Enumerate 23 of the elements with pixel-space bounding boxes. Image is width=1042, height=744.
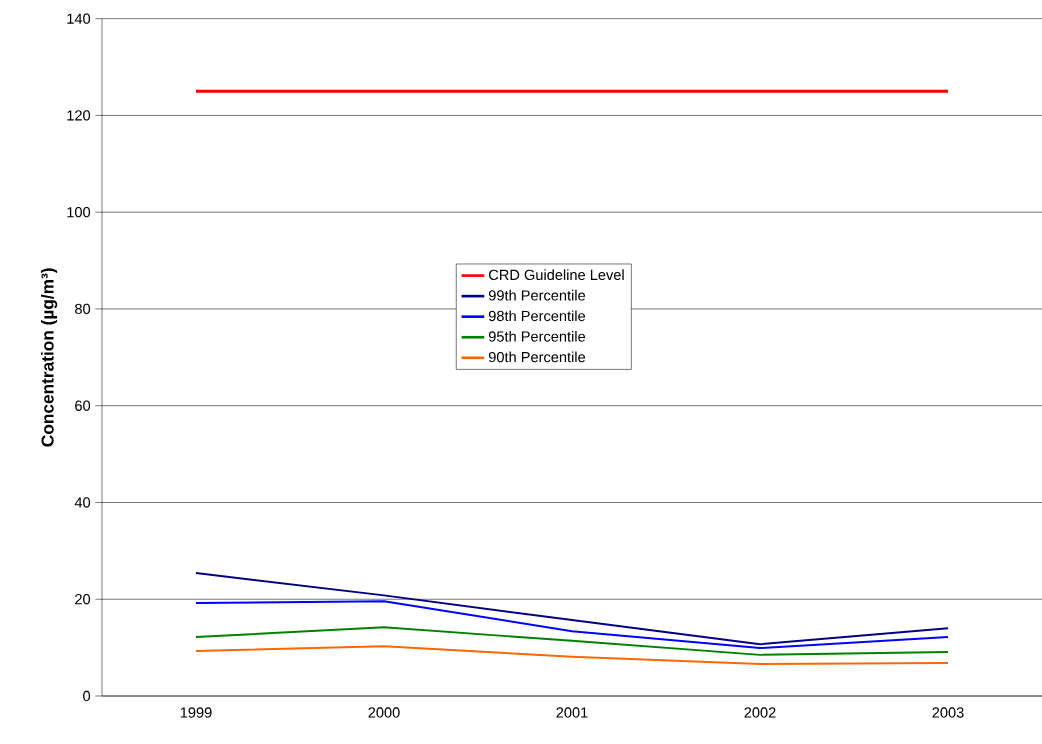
y-tick-label: 20 — [75, 594, 91, 605]
y-axis-title: Concentration (µg/m³) — [40, 268, 58, 447]
line-series — [195, 572, 950, 646]
y-tick-label: 80 — [75, 303, 91, 315]
x-tick-label: 2003 — [932, 707, 964, 718]
y-tick-label: 120 — [67, 110, 91, 121]
x-tick-label: 2001 — [556, 707, 588, 718]
y-tick-label: 100 — [67, 207, 91, 218]
x-tick-label: 2000 — [368, 707, 400, 718]
y-tick-label: 0 — [83, 690, 91, 702]
y-tick-label: 40 — [74, 497, 91, 508]
legend-label: 95th Percentile — [488, 330, 586, 342]
line-series — [195, 645, 950, 666]
y-tick-label: 140 — [67, 13, 91, 24]
line-series — [195, 600, 950, 650]
legend-label: CRD Guideline Level — [489, 269, 624, 281]
legend-label: 90th Percentile — [488, 351, 586, 363]
legend-label: 99th Percentile — [488, 289, 586, 301]
y-tick-label: 60 — [75, 400, 91, 411]
line-series — [195, 626, 950, 656]
legend-label: 98th Percentile — [488, 310, 586, 322]
x-tick-label: 1999 — [180, 707, 212, 718]
x-tick-label: 2002 — [744, 707, 776, 718]
